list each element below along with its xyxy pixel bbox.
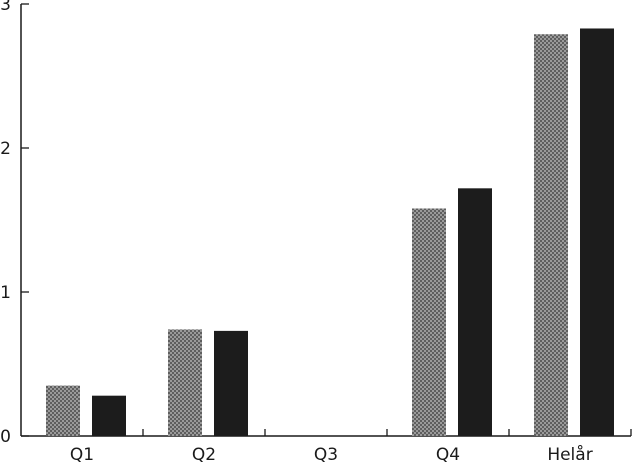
bar-series-2-helår <box>580 28 614 436</box>
y-tick-label: 0 <box>0 427 11 447</box>
x-category-label: Helår <box>547 444 592 465</box>
y-tick-label: 3 <box>0 0 11 15</box>
x-category-label: Q2 <box>192 445 216 465</box>
bar-series-1-q2 <box>168 329 202 436</box>
bar-series-1-q4 <box>412 208 446 436</box>
x-category-label: Q3 <box>314 445 338 465</box>
bar-series-2-q4 <box>458 188 492 436</box>
bar-series-1-helår <box>534 34 568 437</box>
labels: 0 1 2 3 Q1 Q2 Q3 Q4 Helår <box>0 0 593 465</box>
bars <box>46 28 614 437</box>
x-category-label: Q1 <box>70 445 94 465</box>
bar-series-1-q1 <box>46 385 80 436</box>
bar-series-2-q2 <box>214 330 248 436</box>
y-tick-label: 1 <box>0 283 11 303</box>
y-tick-label: 2 <box>0 139 11 159</box>
bar-series-2-q1 <box>92 395 126 436</box>
x-category-label: Q4 <box>436 445 460 465</box>
